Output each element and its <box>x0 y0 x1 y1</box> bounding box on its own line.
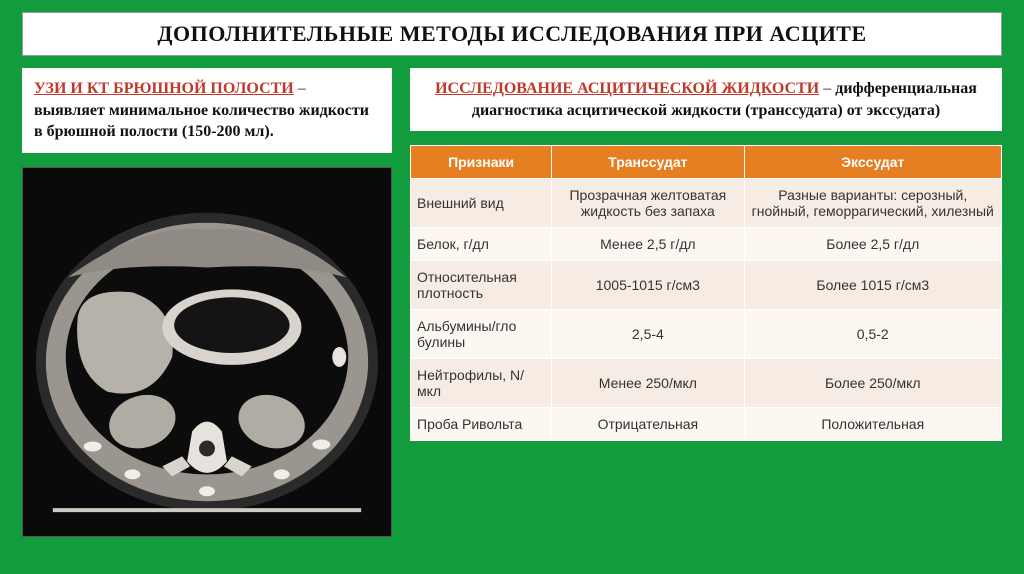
table-row: Относительная плотность 1005-1015 г/см3 … <box>411 261 1002 310</box>
cell: Менее 2,5 г/дл <box>552 228 744 261</box>
cell: Проба Ривольта <box>411 408 552 441</box>
cell: 0,5-2 <box>744 310 1001 359</box>
slide-title: ДОПОЛНИТЕЛЬНЫЕ МЕТОДЫ ИССЛЕДОВАНИЯ ПРИ А… <box>33 21 991 47</box>
cell: Относительная плотность <box>411 261 552 310</box>
cell: Менее 250/мкл <box>552 359 744 408</box>
table-row: Внешний вид Прозрачная желтоватая жидкос… <box>411 179 1002 228</box>
ct-scan-image <box>22 167 392 537</box>
table-row: Нейтрофилы, N/мкл Менее 250/мкл Более 25… <box>411 359 1002 408</box>
table-row: Альбумины/гло булины 2,5-4 0,5-2 <box>411 310 1002 359</box>
cell: Более 250/мкл <box>744 359 1001 408</box>
cell: Белок, г/дл <box>411 228 552 261</box>
right-column: ИССЛЕДОВАНИЕ АСЦИТИЧЕСКОЙ ЖИДКОСТИ – диф… <box>410 68 1002 537</box>
th-1: Транссудат <box>552 146 744 179</box>
right-panel: ИССЛЕДОВАНИЕ АСЦИТИЧЕСКОЙ ЖИДКОСТИ – диф… <box>410 68 1002 131</box>
cell: Более 1015 г/см3 <box>744 261 1001 310</box>
left-panel: УЗИ И КТ БРЮШНОЙ ПОЛОСТИ – выявляет мини… <box>22 68 392 153</box>
table-row: Белок, г/дл Менее 2,5 г/дл Более 2,5 г/д… <box>411 228 1002 261</box>
comparison-table: Признаки Транссудат Экссудат Внешний вид… <box>410 145 1002 441</box>
cell: Нейтрофилы, N/мкл <box>411 359 552 408</box>
th-2: Экссудат <box>744 146 1001 179</box>
cell: Положительная <box>744 408 1001 441</box>
right-panel-highlight: ИССЛЕДОВАНИЕ АСЦИТИЧЕСКОЙ ЖИДКОСТИ <box>435 80 819 97</box>
left-panel-highlight: УЗИ И КТ БРЮШНОЙ ПОЛОСТИ <box>34 80 294 97</box>
cell: Альбумины/гло булины <box>411 310 552 359</box>
left-column: УЗИ И КТ БРЮШНОЙ ПОЛОСТИ – выявляет мини… <box>22 68 392 537</box>
cell: Более 2,5 г/дл <box>744 228 1001 261</box>
slide-title-box: ДОПОЛНИТЕЛЬНЫЕ МЕТОДЫ ИССЛЕДОВАНИЯ ПРИ А… <box>22 12 1002 56</box>
table-header: Признаки Транссудат Экссудат <box>411 146 1002 179</box>
cell: Разные варианты: серозный, гнойный, гемо… <box>744 179 1001 228</box>
cell: Прозрачная желтоватая жидкость без запах… <box>552 179 744 228</box>
cell: 2,5-4 <box>552 310 744 359</box>
cell: 1005-1015 г/см3 <box>552 261 744 310</box>
table-row: Проба Ривольта Отрицательная Положительн… <box>411 408 1002 441</box>
right-panel-dash: – <box>819 80 835 97</box>
columns: УЗИ И КТ БРЮШНОЙ ПОЛОСТИ – выявляет мини… <box>22 68 1002 537</box>
left-panel-dash: – <box>294 80 306 97</box>
cell: Отрицательная <box>552 408 744 441</box>
table-body: Внешний вид Прозрачная желтоватая жидкос… <box>411 179 1002 441</box>
cell: Внешний вид <box>411 179 552 228</box>
th-0: Признаки <box>411 146 552 179</box>
left-panel-rest: выявляет минимальное количество жидкости… <box>34 102 369 141</box>
